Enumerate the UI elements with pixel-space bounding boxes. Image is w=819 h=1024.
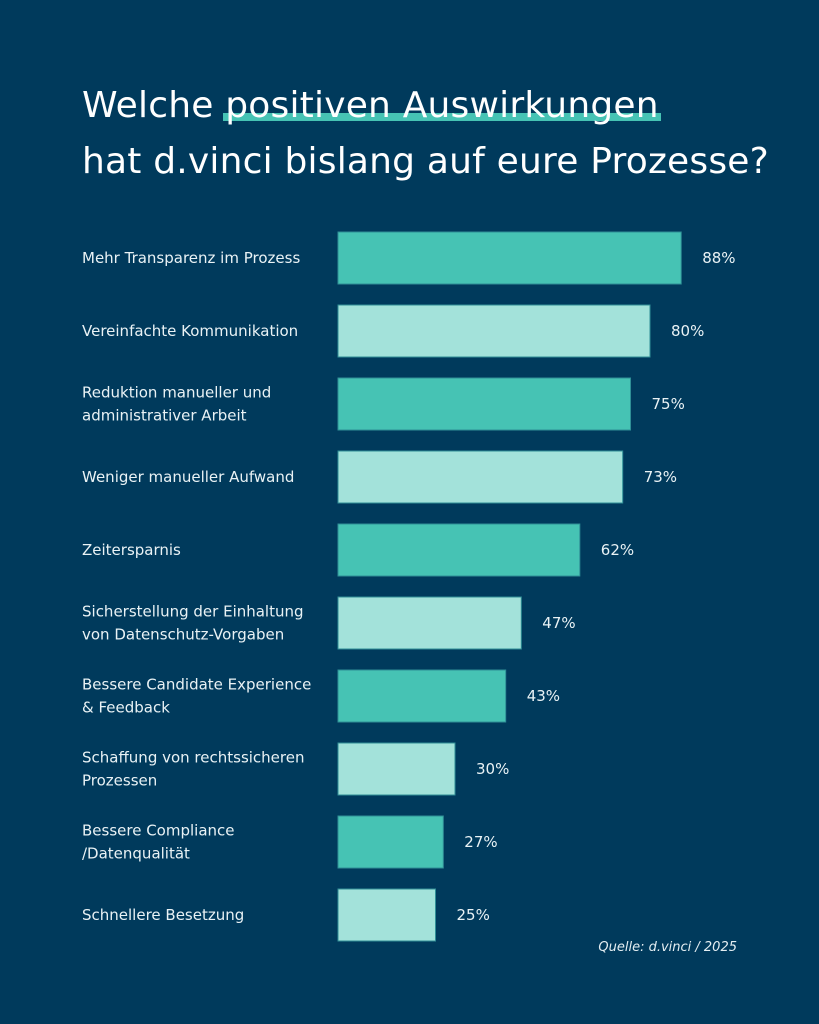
category-label: Schaffung von rechtssicheren Prozessen [82, 749, 305, 790]
category-label: Reduktion manueller und administrativer A… [82, 384, 271, 425]
bar-row: Vereinfachte Kommunikation 80% [82, 304, 704, 358]
category-label-line: /Datenqualität [82, 845, 190, 863]
chart-title: Welche positiven Auswirkungen hat d.vinc… [82, 78, 769, 190]
source-note: Quelle: d.vinci / 2025 [598, 940, 737, 955]
bar-row: Sicherstellung der Einhaltung von Datensc… [82, 596, 576, 650]
category-label: Schnellere Besetzung [82, 906, 244, 924]
category-label-line: Zeitersparnis [82, 541, 181, 559]
category-label-line: Schaffung von rechtssicheren [82, 749, 305, 767]
category-label: Zeitersparnis [82, 541, 181, 559]
value-label: 73% [644, 468, 677, 486]
category-label: Bessere Candidate Experience & Feedback [82, 676, 311, 717]
bar-row: Reduktion manueller und administrativer A… [82, 377, 685, 431]
category-label-line: & Feedback [82, 699, 170, 717]
category-label-line: Mehr Transparenz im Prozess [82, 249, 300, 267]
value-label: 88% [702, 249, 735, 267]
value-label: 43% [527, 687, 560, 705]
bar-row: Weniger manueller Aufwand 73% [82, 450, 677, 504]
category-label-line: Weniger manueller Aufwand [82, 468, 294, 486]
category-label: Sicherstellung der Einhaltung von Datensc… [82, 603, 304, 644]
bar-row: Schaffung von rechtssicheren Prozessen 30% [82, 742, 509, 796]
title-prefix: Welche [82, 85, 226, 126]
category-label: Mehr Transparenz im Prozess [82, 249, 300, 267]
bar-row: Schnellere Besetzung 25% [82, 888, 490, 942]
bar [337, 888, 436, 942]
bar [337, 231, 682, 285]
title-highlight: positiven Auswirkungen [223, 78, 661, 134]
category-label-line: Schnellere Besetzung [82, 906, 244, 924]
value-label: 30% [476, 760, 509, 778]
category-label-line: Prozessen [82, 772, 157, 790]
value-label: 75% [652, 395, 685, 413]
bar [337, 450, 624, 504]
category-label: Vereinfachte Kommunikation [82, 322, 298, 340]
bar [337, 523, 581, 577]
value-label: 47% [542, 614, 575, 632]
bar-row: Zeitersparnis 62% [82, 523, 634, 577]
title-line-2: hat d.vinci bislang auf eure Prozesse? [82, 141, 769, 182]
bar-row: Mehr Transparenz im Prozess 88% [82, 231, 736, 285]
bar-row: Bessere Candidate Experience & Feedback 43… [82, 669, 560, 723]
category-label-line: von Datenschutz-Vorgaben [82, 626, 284, 644]
category-label-line: Vereinfachte Kommunikation [82, 322, 298, 340]
bar [337, 742, 456, 796]
category-label: Weniger manueller Aufwand [82, 468, 294, 486]
category-label-line: Reduktion manueller und [82, 384, 271, 402]
value-label: 27% [464, 833, 497, 851]
bar [337, 304, 651, 358]
category-label-line: Bessere Compliance [82, 822, 235, 840]
bar-row: Bessere Compliance/Datenqualität 27% [82, 815, 498, 869]
bar [337, 815, 444, 869]
category-label: Bessere Compliance/Datenqualität [82, 822, 235, 863]
value-label: 25% [457, 906, 490, 924]
title-highlight-text: positiven Auswirkungen [225, 85, 659, 126]
bar [337, 596, 522, 650]
bar [337, 377, 631, 431]
category-label-line: administrativer Arbeit [82, 407, 247, 425]
value-label: 80% [671, 322, 704, 340]
value-label: 62% [601, 541, 634, 559]
category-label-line: Sicherstellung der Einhaltung [82, 603, 304, 621]
category-label-line: Bessere Candidate Experience [82, 676, 311, 694]
bar [337, 669, 507, 723]
